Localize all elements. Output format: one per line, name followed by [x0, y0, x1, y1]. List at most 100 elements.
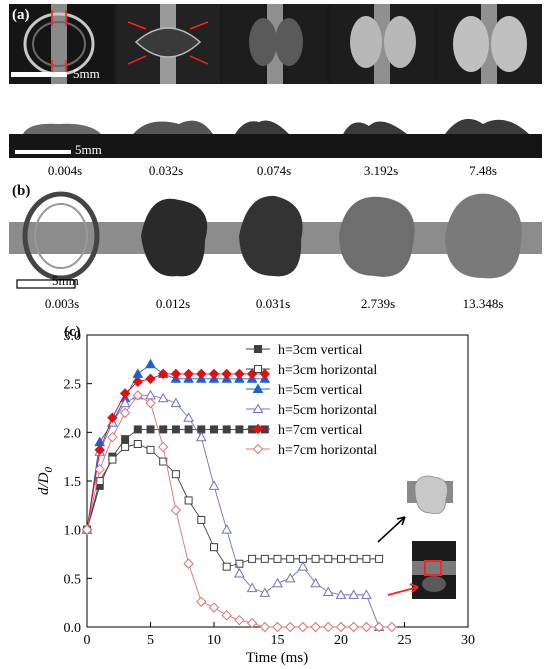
data-point	[195, 431, 207, 442]
data-point	[235, 559, 244, 568]
a-time-3: 0.074s	[256, 163, 292, 178]
data-point	[221, 610, 232, 621]
line-chart: 0.0 0.5 1.0 1.5 2.0 2.5 3.0 0 5 10 15 20 25 30 h=3cm…	[36, 329, 475, 666]
data-point	[322, 586, 334, 596]
data-point	[184, 425, 193, 434]
x-tick-label: 15	[271, 633, 285, 648]
data-point	[234, 567, 245, 578]
data-point	[311, 554, 320, 563]
series-4	[81, 368, 271, 535]
a-time-1: 0.004s	[47, 163, 83, 178]
data-point	[234, 368, 245, 380]
b-scale-label: 5mm	[52, 273, 79, 288]
data-point	[284, 572, 296, 583]
data-point	[121, 442, 130, 451]
data-point	[348, 621, 359, 633]
b-time-3: 0.031s	[255, 296, 291, 311]
data-point	[133, 440, 142, 449]
data-point	[259, 621, 271, 633]
data-point	[210, 543, 218, 552]
series-0	[83, 425, 269, 534]
a-side-scale-label: 5mm	[75, 142, 102, 157]
data-point	[348, 589, 360, 599]
series-5	[81, 390, 398, 633]
b-time-4: 2.739s	[360, 296, 396, 311]
x-tick-label: 30	[461, 633, 475, 648]
data-point	[362, 554, 371, 563]
data-point	[119, 388, 131, 399]
data-point	[260, 554, 269, 563]
data-point	[146, 445, 155, 454]
data-point	[107, 412, 118, 423]
x-tick-label: 5	[147, 633, 154, 648]
series-1	[83, 440, 384, 571]
data-point	[335, 589, 347, 599]
data-point	[119, 397, 131, 408]
y-tick-label: 2.0	[64, 426, 82, 441]
frame-a3	[223, 4, 327, 84]
y-axis-label: d/D0	[36, 467, 55, 496]
data-point	[221, 524, 233, 534]
a-top-scale-label: 5mm	[73, 66, 100, 81]
data-point	[157, 368, 169, 380]
legend-label: h=3cm horizontal	[278, 363, 377, 378]
data-point	[208, 368, 220, 380]
x-axis-label: Time (ms)	[246, 650, 308, 666]
data-point	[386, 621, 398, 633]
legend-marker	[254, 365, 262, 373]
data-point	[196, 596, 207, 607]
inset-horizontal-rebound	[412, 541, 456, 599]
legend-marker	[252, 443, 264, 455]
data-point	[297, 621, 309, 633]
y-tick-label: 3.0	[64, 329, 82, 344]
panel-c-label: (c)	[64, 324, 81, 340]
data-point	[375, 554, 384, 563]
data-point	[146, 425, 155, 434]
legend-label: h=5cm horizontal	[278, 403, 377, 418]
legend-label: h=7cm vertical	[278, 423, 363, 438]
panel-a-top-strip: 5mm	[9, 4, 542, 84]
panel-b-label: (b)	[12, 183, 31, 199]
data-point	[133, 425, 142, 434]
inset-horizontal-droplet	[407, 475, 453, 515]
legend-marker	[252, 423, 264, 435]
data-point	[108, 455, 117, 464]
data-point	[246, 617, 258, 629]
data-point	[145, 358, 156, 369]
data-point	[159, 457, 168, 466]
frame-a5	[437, 4, 542, 84]
data-point	[222, 562, 231, 571]
a-time-2: 0.032s	[148, 163, 184, 178]
data-point	[284, 621, 296, 633]
legend-marker	[254, 345, 262, 353]
series-line	[86, 363, 265, 530]
data-point	[196, 368, 207, 380]
y-tick-label: 0.5	[64, 572, 82, 587]
legend-label: h=5cm vertical	[278, 383, 363, 398]
arrow-red	[387, 586, 419, 596]
data-point	[373, 621, 385, 633]
legend-label: h=7cm horizontal	[278, 443, 377, 458]
data-point	[94, 444, 105, 456]
data-point	[183, 412, 194, 422]
data-point	[121, 435, 130, 444]
data-point	[337, 554, 345, 563]
data-point	[183, 368, 194, 380]
data-point	[159, 425, 168, 434]
data-point	[145, 397, 156, 409]
data-point	[183, 558, 194, 569]
data-point	[222, 425, 231, 434]
data-point	[157, 392, 169, 403]
y-axis-label-main: d/D	[36, 472, 52, 495]
legend-marker	[252, 403, 264, 413]
y-tick-label: 1.5	[64, 475, 82, 490]
arrow-red-head	[409, 583, 419, 593]
legend-label: h=3cm vertical	[278, 343, 363, 358]
data-point	[197, 515, 206, 524]
x-tick-label: 10	[207, 633, 221, 648]
x-tick-label: 0	[84, 633, 91, 648]
y-tick-label: 2.5	[64, 378, 82, 393]
y-tick-label: 1.0	[64, 524, 82, 539]
x-tick-label: 20	[334, 633, 348, 648]
data-point	[235, 425, 244, 434]
